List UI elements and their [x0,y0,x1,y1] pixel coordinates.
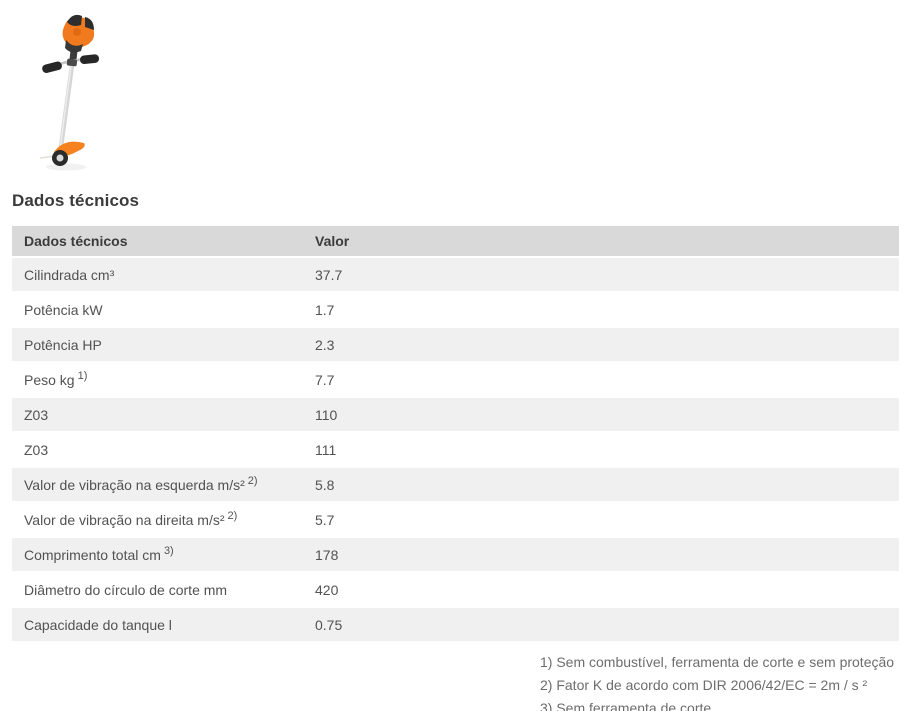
table-row: Peso kg 1) 7.7 [12,362,899,398]
spec-label: Z03 [24,406,49,423]
table-row: Comprimento total cm 3) 178 [12,537,899,573]
technical-data-table: Dados técnicos Valor Cilindrada cm³ 37.7… [12,226,899,643]
spec-value-cell: 178 [303,537,899,573]
table-row: Potência HP 2.3 [12,327,899,363]
spec-label: Valor de vibração na direita m/s² [24,511,225,528]
spec-value-cell: 5.7 [303,502,899,538]
spec-value-cell: 0.75 [303,607,899,643]
spec-label-cell: Cilindrada cm³ [12,257,303,293]
spec-label-cell: Potência kW [12,292,303,328]
footnote-ref: 2) [247,474,258,487]
spec-label: Valor de vibração na esquerda m/s² [24,476,245,493]
spec-label: Z03 [24,441,49,458]
spec-label-cell: Z03 [12,432,303,468]
brushcutter-icon [39,14,100,171]
table-row: Capacidade do tanque l 0.75 [12,607,899,643]
table-row: Cilindrada cm³ 37.7 [12,257,899,293]
footnote-2: 2) Fator K de acordo com DIR 2006/42/EC … [540,677,868,693]
spec-label-cell: Valor de vibração na direita m/s² 2) [12,502,303,538]
table-row: Z03 110 [12,397,899,433]
spec-label: Peso kg [24,371,75,388]
spec-label: Comprimento total cm [24,546,161,563]
spec-label: Capacidade do tanque l [24,616,172,633]
footnote-3: 3) Sem ferramenta de corte [540,700,712,711]
column-header-valor: Valor [303,226,899,258]
spec-value-cell: 110 [303,397,899,433]
spec-label-cell: Diâmetro do círculo de corte mm [12,572,303,608]
spec-value-cell: 5.8 [303,467,899,503]
spec-label-cell: Comprimento total cm 3) [12,537,303,573]
column-header-dados-tecnicos: Dados técnicos [12,226,303,258]
footnotes: 1) Sem combustível, ferramenta de corte … [540,651,894,711]
spec-label: Cilindrada cm³ [24,266,115,283]
footnote-ref: 1) [77,369,88,382]
footnote-ref: 2) [227,509,238,522]
spec-label-cell: Z03 [12,397,303,433]
table-row: Potência kW 1.7 [12,292,899,328]
spec-value-cell: 420 [303,572,899,608]
spec-value-cell: 1.7 [303,292,899,328]
table-row: Valor de vibração na esquerda m/s² 2) 5.8 [12,467,899,503]
spec-label-cell: Capacidade do tanque l [12,607,303,643]
spec-label-cell: Peso kg 1) [12,362,303,398]
footnote-ref: 3) [163,544,174,557]
table-row: Valor de vibração na direita m/s² 2) 5.7 [12,502,899,538]
spec-value-cell: 2.3 [303,327,899,363]
footnote-1: 1) Sem combustível, ferramenta de corte … [540,654,895,670]
spec-label: Potência kW [24,301,103,318]
spec-label-cell: Potência HP [12,327,303,363]
table-header-row: Dados técnicos Valor [12,226,899,258]
page-title: Dados técnicos [12,191,140,210]
spec-value-cell: 37.7 [303,257,899,293]
table-row: Diâmetro do círculo de corte mm 420 [12,572,899,608]
spec-value-cell: 111 [303,432,899,468]
spec-value-cell: 7.7 [303,362,899,398]
product-image [20,5,110,175]
spec-label: Potência HP [24,336,102,353]
table-row: Z03 111 [12,432,899,468]
spec-label-cell: Valor de vibração na esquerda m/s² 2) [12,467,303,503]
spec-label: Diâmetro do círculo de corte mm [24,581,228,598]
